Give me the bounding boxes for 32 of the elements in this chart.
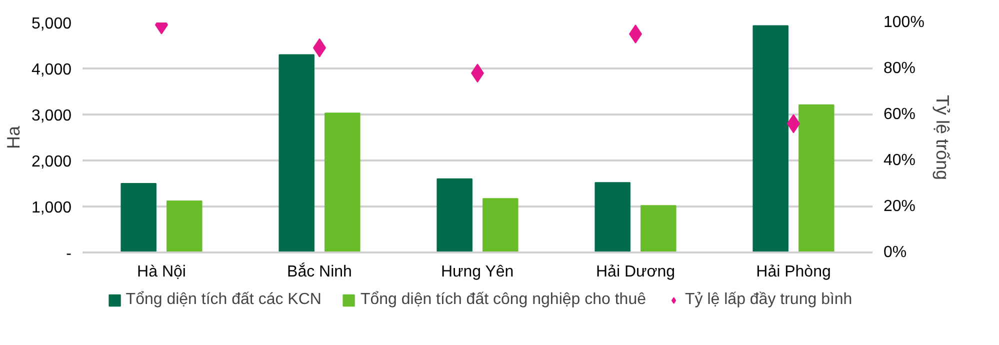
bar <box>640 205 676 252</box>
y-tick-label: - <box>66 246 72 262</box>
y2-tick-label: 40% <box>884 152 916 169</box>
legend-label: Tổng diện tích đất công nghiệp cho thuê <box>360 291 646 309</box>
x-tick-label: Hải Dương <box>596 264 676 280</box>
y2-tick-label: 100% <box>884 14 924 31</box>
y-tick-label: 5,000 <box>31 16 72 32</box>
x-tick-label: Bắc Ninh <box>287 262 352 280</box>
bar <box>166 200 202 252</box>
x-tick-label: Hà Nội <box>137 264 186 280</box>
y-tick-label: 1,000 <box>31 200 72 216</box>
y-tick-label: 2,000 <box>31 154 72 170</box>
y2-tick-label: 20% <box>884 198 916 215</box>
bar <box>594 182 630 252</box>
y2-tick-label: 80% <box>884 60 916 77</box>
y-tick-label: 3,000 <box>31 108 72 124</box>
x-tick-label: Hải Phòng <box>756 264 831 280</box>
bar <box>798 104 834 252</box>
legend-label: Tổng diện tích đất các KCN <box>126 291 322 309</box>
bar <box>482 198 518 252</box>
y2-axis-title: Tỷ lệ trống <box>932 94 952 180</box>
bar <box>278 54 314 252</box>
y-tick-label: 4,000 <box>31 62 72 78</box>
y2-tick-label: 0% <box>884 244 907 261</box>
y-axis-title: Ha <box>3 125 24 150</box>
bar <box>752 25 788 252</box>
y2-tick-label: 60% <box>884 106 916 123</box>
x-tick-label: Hưng Yên <box>441 264 514 280</box>
legend-label: Tỷ lệ lấp đầy trung bình <box>684 291 852 309</box>
bar <box>436 178 472 252</box>
bar <box>324 112 360 252</box>
bar <box>120 183 156 252</box>
